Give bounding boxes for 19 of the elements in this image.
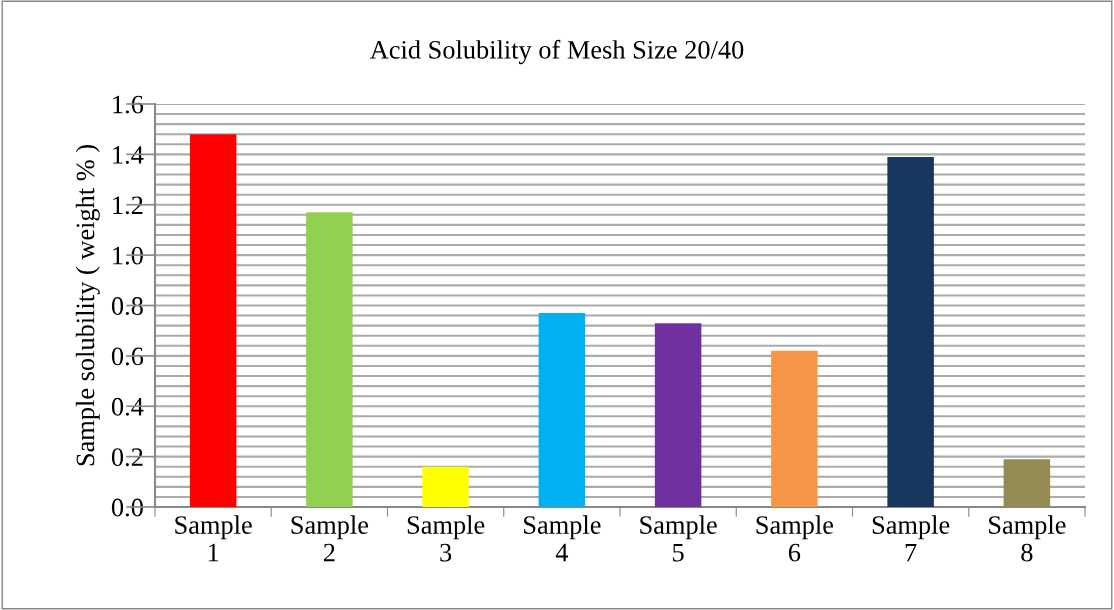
y-tick-label: 0.8 [111,297,143,316]
y-tick-label: 0.0 [111,498,143,517]
y-tick-label: 1.0 [113,246,143,265]
y-tick-label: 0.2 [111,448,143,467]
x-tick-label: Sample 7 [872,515,950,562]
y-tick-label: 1.6 [113,95,144,114]
x-tick-label: Sample 5 [640,515,717,562]
y-tick-label: 1.2 [113,196,143,215]
y-axis-title: Sample solubility ( weight % ) [75,145,100,466]
x-tick-label: Sample 2 [291,515,369,562]
y-tick-label: 1.4 [113,146,144,164]
y-tick-label: 0.4 [111,397,144,416]
x-tick-label: Sample 3 [407,515,485,562]
chart-title: Acid Solubility of Mesh Size 20/40 [369,39,744,65]
x-tick-label: Sample 4 [524,515,601,562]
x-tick-label: Sample 1 [175,515,252,562]
x-tick-label: Sample 6 [756,515,834,562]
x-tick-label: Sample 8 [989,515,1066,562]
y-tick-label: 0.6 [111,347,144,366]
